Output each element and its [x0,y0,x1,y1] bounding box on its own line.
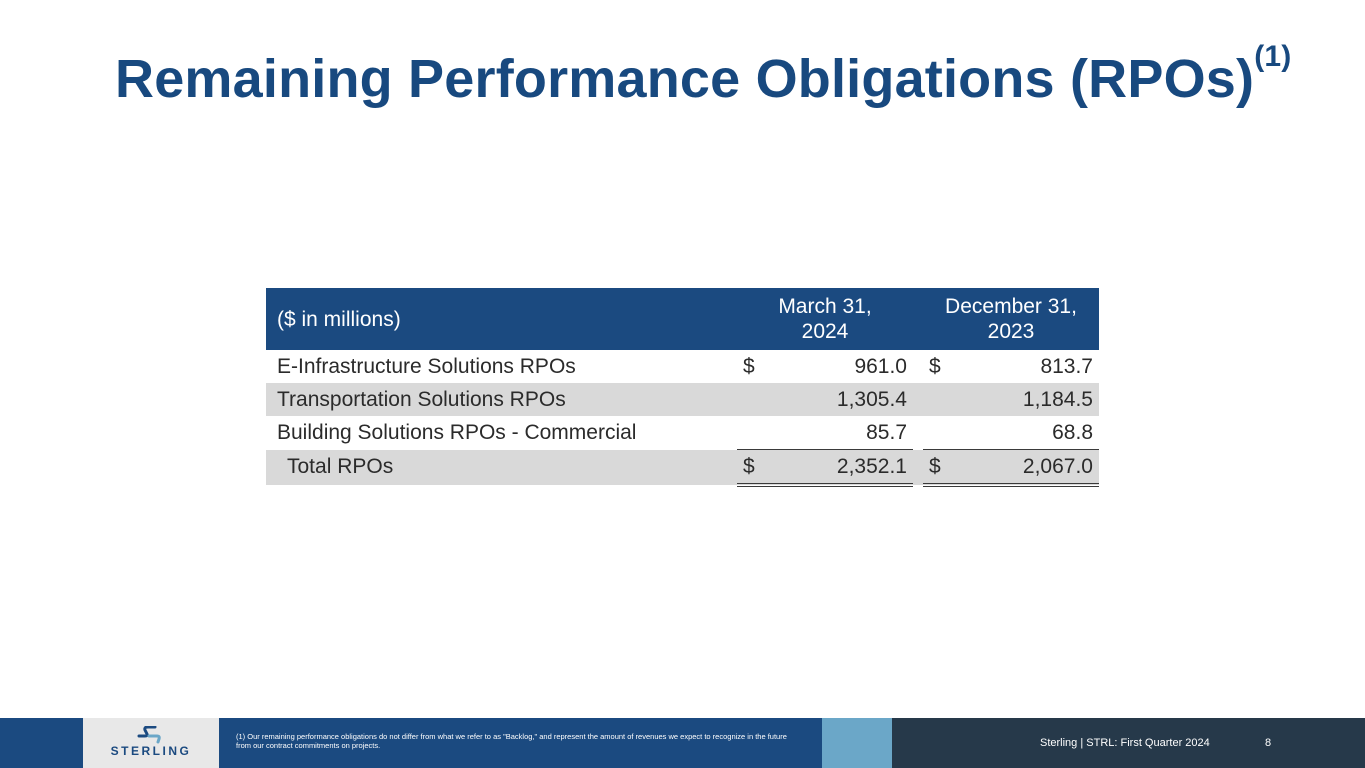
total-label: Total RPOs [287,455,394,479]
footer-bar: STERLING (1) Our remaining performance o… [0,718,1365,768]
table-header-row: ($ in millions) March 31, 2024 December … [266,288,1099,350]
header-col-december: December 31, 2023 [923,288,1099,350]
header-col-march-line1: March 31, [778,295,872,318]
rpo-table: ($ in millions) March 31, 2024 December … [266,288,1099,487]
total-row: Total RPOs $ 2,352.1 $ 2,067.0 [266,449,1099,487]
header-col-march: March 31, 2024 [737,288,913,350]
slide-title-text: Remaining Performance Obligations (RPOs) [115,49,1255,109]
header-col-march-line2: 2024 [801,320,849,343]
sterling-logo: STERLING [83,718,219,768]
value-december: 68.8 [1052,420,1093,444]
currency-symbol [923,383,947,416]
footer-dark-block [892,718,1365,768]
currency-symbol: $ [743,354,755,378]
currency-symbol [923,416,947,450]
footer-accent-block [822,718,892,768]
row-label: Building Solutions RPOs - Commercial [277,420,637,444]
title-footnote-ref: (1) [1254,40,1292,73]
table-row: E-Infrastructure Solutions RPOs $ 961.0 … [266,350,1099,383]
row-label: E-Infrastructure Solutions RPOs [277,354,576,378]
row-label: Transportation Solutions RPOs [277,387,566,411]
currency-symbol: $ [923,449,947,487]
total-march: 2,352.1 [761,449,913,487]
value-march: 961.0 [854,354,907,378]
value-march: 1,305.4 [836,387,907,411]
page-number: 8 [1265,737,1272,749]
table-row: Transportation Solutions RPOs 1,305.4 1,… [266,383,1099,416]
value-december: 1,184.5 [1022,387,1093,411]
value-march: 85.7 [866,420,907,444]
currency-symbol [737,416,761,450]
table-row: Building Solutions RPOs - Commercial 85.… [266,416,1099,450]
footer-brand-text: Sterling | STRL: First Quarter 2024 [1040,737,1210,749]
currency-symbol: $ [737,449,761,487]
currency-symbol: $ [929,354,941,378]
footnote-text: (1) Our remaining performance obligation… [236,732,787,750]
header-units-label: ($ in millions) [277,307,401,331]
header-col-december-line2: 2023 [987,320,1035,343]
value-december: 813.7 [1040,354,1093,378]
logo-text: STERLING [110,744,192,758]
slide-title: Remaining Performance Obligations (RPOs)… [115,42,1291,110]
sterling-s-icon [137,726,161,744]
currency-symbol [737,383,761,416]
total-december: 2,067.0 [947,449,1099,487]
header-col-december-line1: December 31, [945,295,1077,318]
